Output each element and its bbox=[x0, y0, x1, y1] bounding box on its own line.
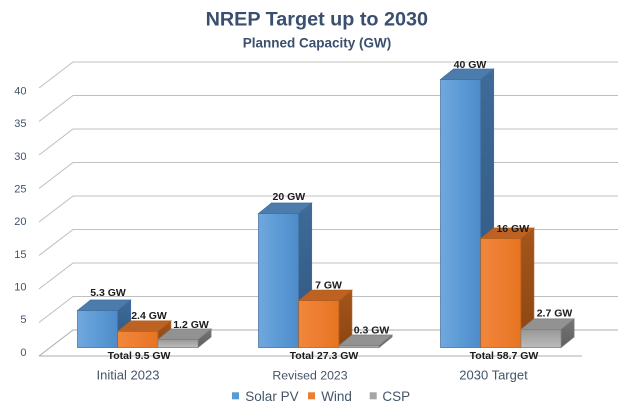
svg-text:Total 58.7 GW: Total 58.7 GW bbox=[470, 350, 539, 362]
svg-text:15: 15 bbox=[14, 249, 26, 261]
svg-text:0: 0 bbox=[20, 347, 26, 359]
svg-text:CSP: CSP bbox=[382, 389, 410, 404]
svg-text:2.7 GW: 2.7 GW bbox=[537, 308, 573, 320]
svg-text:40 GW: 40 GW bbox=[454, 59, 487, 71]
svg-text:5: 5 bbox=[20, 314, 26, 326]
svg-text:Revised 2023: Revised 2023 bbox=[272, 369, 347, 383]
svg-text:2.4 GW: 2.4 GW bbox=[131, 310, 167, 322]
svg-text:Initial 2023: Initial 2023 bbox=[97, 368, 160, 383]
svg-text:Wind: Wind bbox=[321, 389, 352, 404]
svg-text:25: 25 bbox=[14, 184, 26, 196]
svg-text:NREP Target up to 2030: NREP Target up to 2030 bbox=[206, 9, 428, 31]
svg-text:20: 20 bbox=[14, 216, 26, 228]
svg-text:Total 27.3 GW: Total 27.3 GW bbox=[290, 350, 359, 362]
svg-text:35: 35 bbox=[14, 118, 26, 130]
svg-text:5.3 GW: 5.3 GW bbox=[90, 287, 126, 299]
svg-text:1.2 GW: 1.2 GW bbox=[173, 319, 209, 331]
svg-text:2030 Target: 2030 Target bbox=[459, 368, 528, 383]
svg-text:Total 9.5 GW: Total 9.5 GW bbox=[108, 350, 171, 362]
svg-text:0.3 GW: 0.3 GW bbox=[354, 325, 390, 337]
svg-text:7 GW: 7 GW bbox=[315, 280, 342, 292]
svg-text:30: 30 bbox=[14, 151, 26, 163]
svg-text:20 GW: 20 GW bbox=[273, 191, 306, 203]
svg-text:10: 10 bbox=[14, 282, 26, 294]
svg-text:Planned Capacity (GW): Planned Capacity (GW) bbox=[243, 36, 392, 51]
svg-text:40: 40 bbox=[14, 86, 26, 98]
svg-text:16 GW: 16 GW bbox=[496, 223, 529, 235]
svg-text:Solar PV: Solar PV bbox=[245, 389, 298, 404]
